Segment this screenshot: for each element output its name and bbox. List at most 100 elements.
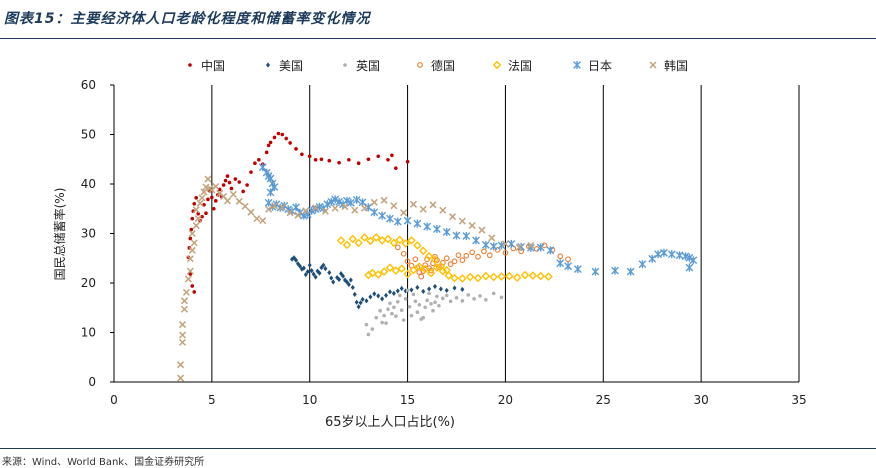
data-point [343,196,351,205]
data-point [360,233,369,242]
data-point [280,132,285,137]
data-point [488,234,496,242]
y-tick-label: 10 [81,326,96,340]
data-point [229,186,234,191]
data-point [432,263,442,272]
data-point [403,297,408,301]
data-point [354,238,363,248]
data-point [546,246,555,255]
data-point [374,315,379,320]
legend-item-6: 韩国 [649,58,688,73]
data-point [235,197,243,205]
data-point [348,234,358,244]
data-point [286,209,294,217]
data-point [206,197,210,202]
data-point [441,296,445,301]
data-point [247,208,255,216]
data-point [386,214,394,223]
data-point [394,166,398,170]
data-point [466,293,471,297]
data-point [424,251,434,261]
data-point [212,206,216,211]
data-point [294,257,299,263]
y-tick-label: 60 [81,78,96,92]
data-point [276,131,281,136]
data-point [481,271,491,281]
data-point [395,235,405,245]
data-point [342,277,347,283]
data-point [484,298,488,302]
x-tick-label: 0 [110,393,118,407]
data-point [660,248,668,257]
data-point [415,284,420,291]
data-point [472,297,476,301]
data-point [667,250,676,259]
data-point [403,269,412,279]
data-point [384,292,389,298]
data-point [184,275,192,283]
data-point [420,264,430,274]
data-point [502,249,509,256]
data-point [323,200,332,209]
data-point [421,315,426,320]
data-point [391,266,401,275]
series-5 [258,163,698,276]
data-point [405,159,410,164]
legend-item-4: 法国 [492,59,532,73]
y-tick-label: 0 [88,375,96,389]
data-point [415,310,420,315]
data-point [188,236,193,241]
data-point [356,161,361,166]
data-point [292,203,300,212]
data-point [638,260,647,269]
data-point [266,143,271,148]
data-point [311,271,316,277]
data-point [200,188,208,196]
data-point [305,269,310,275]
data-point [426,268,436,278]
data-point [536,271,545,281]
legend-label: 韩国 [664,58,688,73]
data-point [288,141,292,145]
data-point [335,197,343,206]
data-point [342,240,352,250]
data-point [685,253,694,262]
data-point [454,296,459,300]
data-point [491,291,496,296]
data-point [413,219,422,228]
data-point [257,157,261,162]
data-point [202,183,210,191]
data-point [528,271,538,280]
data-point [393,217,402,226]
data-point [352,195,361,204]
legend-marker [266,62,270,68]
data-point [350,284,355,291]
data-point [415,262,424,271]
x-tick-label: 15 [400,393,415,407]
data-point [366,236,375,246]
data-point [317,270,322,276]
data-point [556,259,565,268]
data-point [312,204,320,212]
data-point [527,241,535,249]
data-point [383,234,393,244]
data-point [190,216,195,221]
data-point [429,201,437,209]
data-point [336,236,346,245]
data-point [427,286,432,292]
title-divider [0,38,876,39]
data-point [241,189,245,194]
data-point [294,147,298,151]
x-tick-label: 5 [208,393,216,407]
data-point [364,298,369,304]
data-point [386,307,390,312]
data-point [386,157,390,162]
data-point [478,226,486,234]
data-point [458,274,467,283]
data-point [462,231,471,240]
data-point [444,271,453,280]
data-point [433,300,437,305]
data-point [213,199,218,203]
data-point [428,267,434,274]
data-point [591,267,600,276]
